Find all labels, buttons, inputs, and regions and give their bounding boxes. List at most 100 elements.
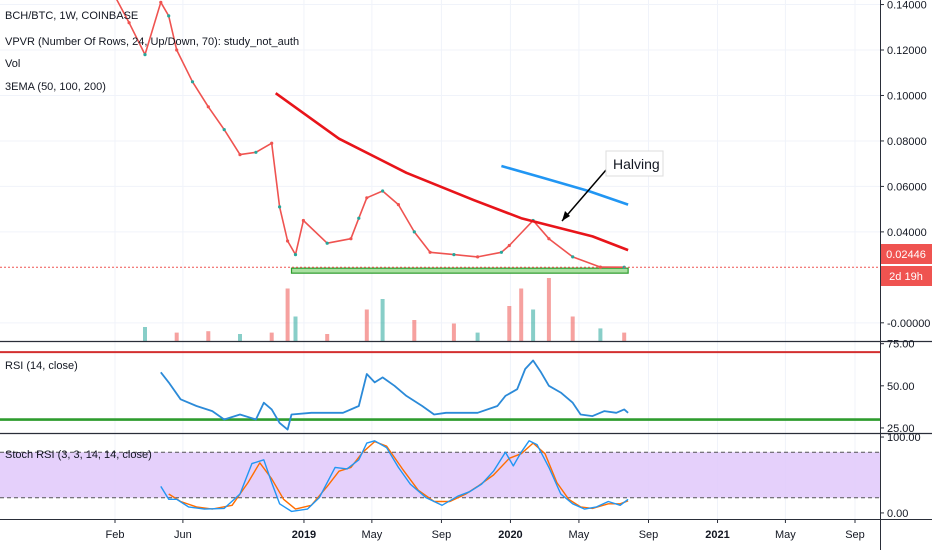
price-point [190,80,195,84]
stoch-band-rect [0,452,880,498]
halving-arrow-head [562,211,570,221]
volume-bar [531,309,536,341]
price-axis[interactable]: 0.14000 0.12000 0.10000 0.08000 0.06000 0.040… [880,0,930,330]
rsi-series [160,359,629,431]
time-axis-label: Sep [845,529,865,541]
price-point [206,105,210,109]
halving-label: Halving [613,156,660,172]
time-axis-label: Sep [432,529,452,541]
price-series [116,0,626,269]
price-point [547,237,551,241]
last-price-badge-text: 0.02446 [886,249,926,261]
stoch-title[interactable]: Stoch RSI (3, 3, 14, 14, close) [5,449,152,461]
price-point [428,250,432,254]
rsi-title[interactable]: RSI (14, close) [5,360,78,372]
volume-bar [451,323,456,341]
stoch-series [160,440,629,513]
price-point [381,189,385,193]
time-axis-label: Sep [639,529,659,541]
rsi-axis-label: 50.00 [887,381,915,393]
price-point [325,241,329,245]
price-point [499,250,503,254]
price-axis-label: 0.04000 [887,227,927,239]
ema-blue-line [501,164,629,206]
volume-bar [622,332,627,341]
ema-red-line [274,92,629,252]
stoch-band-fill [0,451,880,499]
price-axis-label: 0.10000 [887,90,927,102]
time-axis-label: Feb [106,529,125,541]
volume-bar [546,278,551,341]
price-axis-label: 0.06000 [887,181,927,193]
price-point [301,218,305,223]
price-point [222,128,226,132]
volume-bar [475,332,480,341]
time-axis-label: Jun [174,529,192,541]
stoch-axis[interactable]: 100.00 0.00 [880,432,921,520]
halving-label-box [605,150,664,177]
time-axis-label: May [775,529,796,541]
price-point [238,153,242,157]
volume-bar [325,334,330,341]
volume-bar [519,288,524,341]
volume-bar [206,331,211,341]
price-point [365,196,369,200]
volume-bar [598,328,603,341]
stoch-d-line [168,440,629,510]
stoch-k-line [160,440,629,513]
stoch-axis-label: 0.00 [887,508,908,520]
rsi-axis-label: 75.00 [887,339,915,351]
price-point [396,203,400,207]
price-point [507,243,511,248]
volume-bar [364,309,369,341]
volume-bar [238,334,242,341]
rsi-axis-label: 25.00 [887,423,915,435]
price-point [293,253,298,257]
price-point [143,53,147,57]
price-point [452,253,456,257]
time-axis[interactable]: Feb Jun 2019 May Sep 2020 May Sep 2021 May Sep [106,519,865,541]
halving-annotation[interactable]: Halving [561,150,664,222]
indicator-legend-vol[interactable]: Vol [5,58,20,70]
price-point [349,237,353,241]
price-point [357,216,361,220]
rsi-line [160,359,629,431]
indicator-legend-ema[interactable]: 3EMA (50, 100, 200) [5,81,106,93]
indicator-legend-vpvr[interactable]: VPVR (Number Of Rows, 24, Up/Down, 70): … [5,36,299,48]
price-axis-label: -0.00000 [887,318,930,330]
price-line [116,0,625,268]
time-axis-label: 2020 [498,529,522,541]
volume-bars [143,278,627,341]
price-point [167,14,171,18]
symbol-title: BCH/BTC, 1W, COINBASE [5,10,138,22]
support-line [290,267,629,274]
price-point [175,48,179,52]
price-point [254,150,258,154]
price-point [286,239,290,243]
price-point [278,205,282,209]
last-price-badge: 0.02446 2d 19h [881,244,932,286]
price-point [270,141,274,145]
price-point [127,21,131,25]
volume-bar [269,332,274,341]
volume-bar [285,288,290,341]
volume-bar [380,299,385,341]
volume-bar [507,306,512,341]
countdown-badge-text: 2d 19h [889,271,923,283]
rsi-axis[interactable]: 75.00 50.00 25.00 [880,339,915,435]
grid [0,0,880,519]
last-price-badge-bg [881,244,932,264]
rsi-bands [0,351,880,421]
price-point [476,255,480,259]
volume-bar [570,316,575,341]
price-point [571,255,575,259]
price-axis-label: 0.14000 [887,0,927,12]
time-axis-label: 2021 [705,529,729,541]
volume-bar [293,316,298,341]
stoch-axis-label: 100.00 [887,432,921,444]
ema-lines [274,92,629,252]
time-axis-label: May [361,529,382,541]
price-axis-label: 0.08000 [887,136,927,148]
